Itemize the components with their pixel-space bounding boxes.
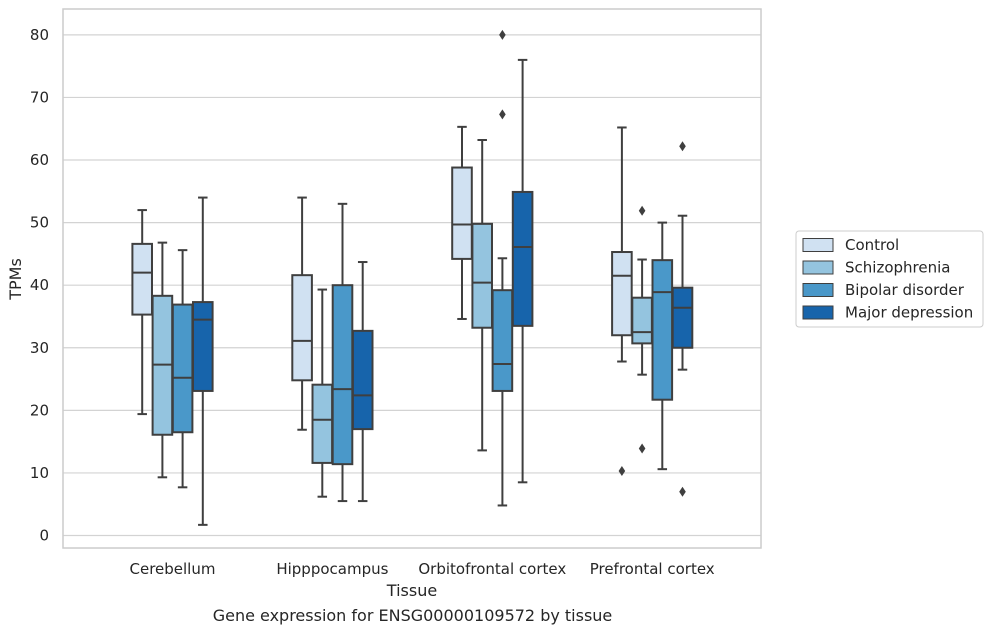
y-tick-label-60: 60: [30, 151, 49, 169]
box-3-4-iqr: [651, 259, 674, 401]
box-4-3-iqr: [511, 190, 534, 327]
x-tick-label-2: Hipppocampus: [276, 560, 388, 578]
box-4-2-iqr: [351, 329, 374, 431]
box-3-2-iqr: [331, 284, 354, 466]
box-plot-marks: [131, 29, 694, 526]
box-4-3: [511, 58, 534, 484]
box-4-4: [671, 141, 694, 497]
box-2-4: [631, 205, 653, 454]
legend-swatch-2: [802, 260, 834, 275]
box-2-3: [471, 138, 493, 452]
box-2-4-iqr: [631, 296, 653, 345]
box-1-4-iqr: [611, 251, 633, 337]
box-4-4-flier-1: [679, 486, 686, 497]
legend: Control Schizophrenia Bipolar disorder Majo…: [795, 230, 984, 328]
box-3-3-iqr: [491, 289, 514, 392]
legend-label-3: Bipolar disorder: [845, 281, 965, 299]
box-1-3-iqr: [451, 166, 473, 260]
box-4-1: [192, 196, 214, 526]
box-2-2-iqr: [311, 383, 334, 464]
box-3-3-flier-2: [499, 29, 506, 40]
x-tick-label-4: Prefrontal cortex: [590, 560, 715, 578]
box-2-4-flier-1: [638, 443, 646, 454]
box-2-4-flier-2: [638, 205, 646, 216]
box-1-2-iqr: [291, 274, 313, 382]
box-4-4-flier-2: [679, 141, 686, 152]
y-tick-label-10: 10: [30, 464, 49, 482]
plot-area-frame: [62, 8, 762, 549]
box-1-3: [451, 125, 473, 320]
legend-swatch-3: [802, 283, 834, 297]
box-2-1: [151, 241, 174, 479]
y-tick-label-40: 40: [30, 276, 49, 294]
chart-caption: Gene expression for ENSG00000109572 by t…: [212, 606, 613, 625]
x-tick-label-3: Orbitofrontal cortex: [418, 560, 566, 578]
x-axis-label: Tissue: [386, 581, 437, 600]
box-1-2: [291, 196, 313, 431]
legend-swatch-4: [802, 305, 834, 320]
y-tick-label-80: 80: [30, 26, 49, 44]
box-3-4: [651, 221, 674, 471]
box-4-4-iqr: [671, 286, 694, 349]
box-3-3: [491, 29, 514, 507]
y-tick-label-30: 30: [30, 339, 49, 357]
box-3-1-iqr: [171, 303, 194, 434]
y-tick-label-50: 50: [30, 214, 49, 232]
x-tick-label-1: Cerebellum: [130, 560, 216, 578]
box-3-3-flier-1: [499, 109, 506, 120]
legend-swatch-1: [802, 238, 834, 252]
box-2-2: [311, 288, 334, 498]
y-tick-label-70: 70: [30, 88, 49, 106]
box-1-4: [611, 126, 633, 477]
box-4-1-iqr: [192, 301, 214, 392]
y-tick-label-0: 0: [39, 527, 49, 545]
box-4-2: [351, 261, 374, 503]
legend-label-1: Control: [845, 236, 899, 254]
box-1-4-flier-1: [618, 466, 626, 477]
y-axis-ticks: 0 10 20 30 40 50 60 70 80: [30, 26, 49, 545]
y-tick-label-20: 20: [30, 401, 49, 419]
x-axis-ticks: Cerebellum Hipppocampus Orbitofrontal cort…: [130, 560, 715, 578]
legend-frame: [795, 230, 984, 328]
box-3-2: [331, 202, 354, 503]
y-axis-label: TPMs: [6, 258, 25, 301]
legend-label-4: Major depression: [845, 304, 973, 322]
legend-label-2: Schizophrenia: [845, 259, 950, 277]
box-2-3-iqr: [471, 222, 493, 329]
box-1-1: [131, 209, 153, 416]
box-1-1-iqr: [131, 242, 153, 316]
